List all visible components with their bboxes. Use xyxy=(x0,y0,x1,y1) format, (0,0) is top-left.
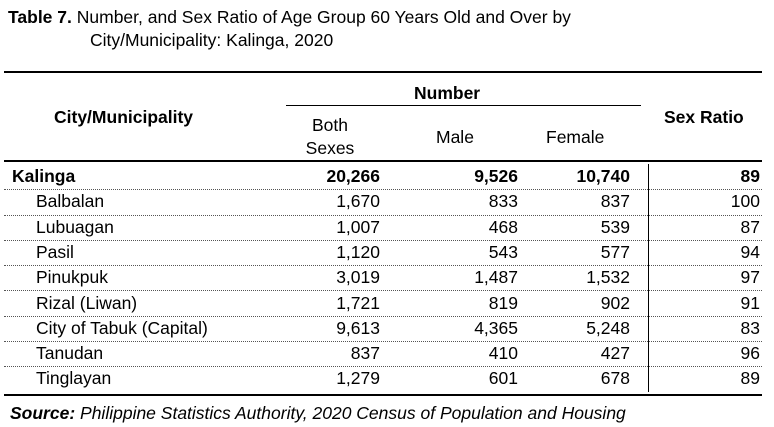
table-row: Rizal (Liwan) 1,721 819 902 91 xyxy=(4,291,762,317)
header-bottom-rule xyxy=(4,160,762,162)
cell-sex-ratio: 89 xyxy=(740,166,760,186)
header-female: Female xyxy=(546,127,605,147)
cell-both-sexes: 9,613 xyxy=(336,317,380,338)
table-row: Pasil 1,120 543 577 94 xyxy=(4,240,762,267)
cell-sex-ratio: 100 xyxy=(730,191,760,212)
cell-both-sexes: 20,266 xyxy=(326,166,380,186)
header-male: Male xyxy=(436,127,474,147)
cell-male: 819 xyxy=(488,292,518,313)
cell-female: 427 xyxy=(600,343,630,364)
cell-both-sexes: 1,670 xyxy=(336,191,380,212)
cell-sex-ratio: 89 xyxy=(740,368,760,389)
cell-both-sexes: 1,007 xyxy=(336,216,380,237)
table-row: City of Tabuk (Capital) 9,613 4,365 5,248 83 xyxy=(4,316,762,343)
cell-male: 833 xyxy=(488,191,518,212)
cell-sex-ratio: 96 xyxy=(740,343,760,364)
table-row: Balbalan 1,670 833 837 100 xyxy=(4,189,762,216)
cell-sex-ratio: 83 xyxy=(740,317,760,338)
header-sex-ratio: Sex Ratio xyxy=(664,107,744,127)
table-row-total: Kalinga 20,266 9,526 10,740 89 xyxy=(4,164,762,191)
cell-female: 577 xyxy=(600,241,630,262)
cell-municipality: Rizal (Liwan) xyxy=(36,292,138,313)
source-label: Source: xyxy=(10,403,76,423)
cell-municipality: Pinukpuk xyxy=(36,267,108,288)
cell-municipality: Tinglayan xyxy=(36,368,112,389)
source-text: Philippine Statistics Authority, 2020 Ce… xyxy=(80,403,626,423)
header-number-rule xyxy=(286,105,641,106)
header-both-line1: Both xyxy=(312,115,348,135)
cell-municipality: City of Tabuk (Capital) xyxy=(36,317,208,338)
cell-municipality: Lubuagan xyxy=(36,216,114,237)
cell-male: 1,487 xyxy=(474,267,518,288)
header-city-municipality: City/Municipality xyxy=(54,107,194,127)
cell-male: 9,526 xyxy=(474,166,518,186)
table-row: Pinukpuk 3,019 1,487 1,532 97 xyxy=(4,265,762,292)
cell-municipality: Kalinga xyxy=(12,166,76,186)
header-number: Number xyxy=(414,83,481,103)
cell-sex-ratio: 97 xyxy=(740,267,760,288)
cell-male: 410 xyxy=(488,343,518,364)
cell-both-sexes: 3,019 xyxy=(336,267,380,288)
table-title: Table 7. Number, and Sex Ratio of Age Gr… xyxy=(8,6,708,52)
cell-female: 539 xyxy=(600,216,630,237)
table-title-text: Number, and Sex Ratio of Age Group 60 Ye… xyxy=(76,7,571,27)
table-top-rule xyxy=(4,71,762,73)
cell-female: 1,532 xyxy=(586,267,630,288)
cell-municipality: Tanudan xyxy=(36,343,104,364)
cell-municipality: Balbalan xyxy=(36,191,105,212)
table-title-label: Table 7. xyxy=(8,7,72,27)
table-source: Source: Philippine Statistics Authority,… xyxy=(10,402,626,424)
cell-female: 10,740 xyxy=(576,166,630,186)
table-row: Tinglayan 1,279 601 678 89 xyxy=(4,366,762,391)
table-title-text-line2: City/Municipality: Kalinga, 2020 xyxy=(90,30,334,50)
table-row: Lubuagan 1,007 468 539 87 xyxy=(4,215,762,241)
cell-male: 468 xyxy=(488,216,518,237)
cell-female: 902 xyxy=(600,292,630,313)
sex-ratio-column-divider xyxy=(648,164,649,392)
table-bottom-rule xyxy=(4,394,762,396)
cell-female: 5,248 xyxy=(586,317,630,338)
cell-male: 601 xyxy=(488,368,518,389)
cell-male: 4,365 xyxy=(474,317,518,338)
table-row: Tanudan 837 410 427 96 xyxy=(4,341,762,368)
cell-sex-ratio: 91 xyxy=(740,292,760,313)
cell-municipality: Pasil xyxy=(36,241,74,262)
cell-both-sexes: 837 xyxy=(350,343,380,364)
cell-both-sexes: 1,721 xyxy=(336,292,380,313)
header-both-line2: Sexes xyxy=(305,138,355,158)
cell-sex-ratio: 94 xyxy=(740,241,760,262)
cell-female: 678 xyxy=(600,368,630,389)
cell-male: 543 xyxy=(488,241,518,262)
cell-both-sexes: 1,120 xyxy=(336,241,380,262)
cell-both-sexes: 1,279 xyxy=(336,368,380,389)
cell-female: 837 xyxy=(600,191,630,212)
header-both-sexes: Both Sexes xyxy=(300,114,360,160)
cell-sex-ratio: 87 xyxy=(740,216,760,237)
